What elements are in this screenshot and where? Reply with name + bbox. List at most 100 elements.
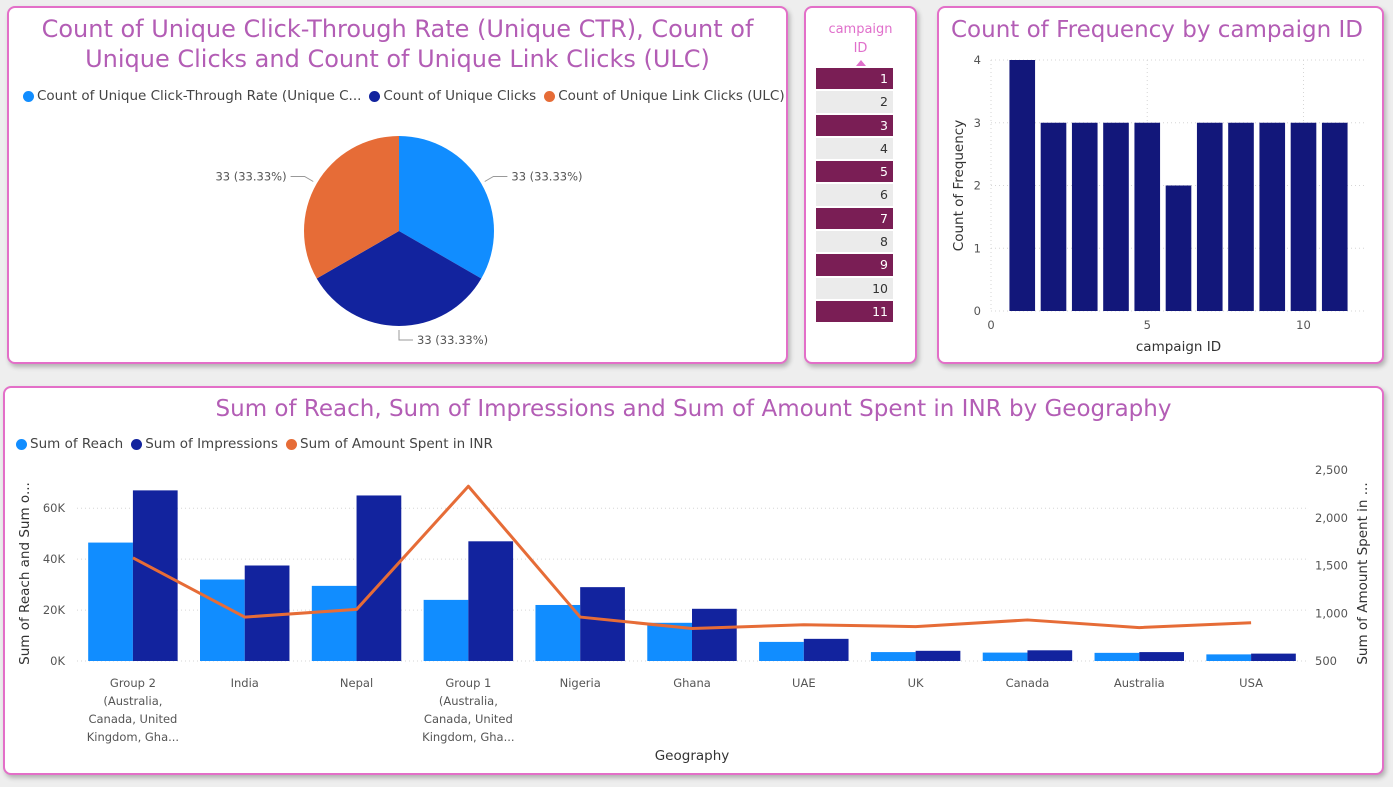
frequency-chart-card[interactable]: Count of Frequency by campaign ID 0 1 2 3 4 0… xyxy=(937,6,1384,364)
geography-chart-card[interactable]: Sum of Reach, Sum of Impressions and Sum… xyxy=(3,386,1384,775)
geography-chart-title: Sum of Reach, Sum of Impressions and Sum… xyxy=(215,396,1172,422)
frequency-bar[interactable] xyxy=(1321,122,1348,311)
y-tick-label: 3 xyxy=(974,116,981,130)
pie-data-label: 33 (33.33%) xyxy=(511,170,582,184)
legend-label: Count of Unique Clicks xyxy=(383,88,537,104)
frequency-bar[interactable] xyxy=(1165,185,1192,312)
impressions-bar[interactable] xyxy=(132,490,178,661)
y-axis-title: Sum of Reach and Sum o... xyxy=(17,482,33,665)
legend-item-sum-of-reach[interactable]: Sum of Reach xyxy=(16,436,123,452)
reach-bar[interactable] xyxy=(759,641,804,661)
pie-slice[interactable] xyxy=(399,136,494,279)
slicer-item-5[interactable]: 5 xyxy=(816,161,893,183)
impressions-bar[interactable] xyxy=(580,587,625,661)
frequency-bar[interactable] xyxy=(1071,122,1098,311)
y-tick-label: 20K xyxy=(43,603,66,617)
reach-bar[interactable] xyxy=(88,542,133,661)
y2-tick-label: 2,500 xyxy=(1315,463,1348,477)
pie-legend-item-unique-clicks[interactable]: Count of Unique Clicks xyxy=(369,88,536,104)
frequency-bar[interactable] xyxy=(1134,122,1161,311)
reach-bar[interactable] xyxy=(311,585,357,661)
legend-dot-icon xyxy=(286,438,298,450)
reach-bar[interactable] xyxy=(982,652,1028,661)
y-tick-label: 1 xyxy=(974,241,981,255)
legend-dot-icon xyxy=(544,90,556,102)
slicer-item-7[interactable]: 7 xyxy=(816,207,893,230)
slicer-item-4[interactable]: 4 xyxy=(816,137,893,160)
pie-label-leader xyxy=(484,176,508,182)
x-category-label: Kingdom, Gha... xyxy=(87,730,179,744)
x-category-label: Ghana xyxy=(673,676,711,690)
legend-label: Sum of Reach xyxy=(30,436,124,452)
slicer-item-2[interactable]: 2 xyxy=(816,91,893,113)
pie-legend-item-unique-link-clicks[interactable]: Count of Unique Link Clicks (ULC) xyxy=(544,88,785,104)
reach-bar[interactable] xyxy=(423,599,469,661)
x-category-label: Nigeria xyxy=(560,676,601,690)
impressions-bar[interactable] xyxy=(356,495,402,661)
y2-axis-title: Sum of Amount Spent in ... xyxy=(1355,482,1371,664)
pie-data-label: 33 (33.33%) xyxy=(215,170,286,184)
y2-tick-label: 500 xyxy=(1315,654,1337,668)
impressions-bar[interactable] xyxy=(803,638,849,661)
legend-label: Count of Unique Click-Through Rate (Uniq… xyxy=(37,88,362,104)
reach-bar[interactable] xyxy=(1206,654,1252,661)
frequency-bar[interactable] xyxy=(1040,122,1067,311)
amount-spent-line[interactable] xyxy=(132,484,1252,631)
slicer-item-1[interactable]: 1 xyxy=(816,68,893,90)
slicer-item-6[interactable]: 6 xyxy=(816,184,893,206)
impressions-bar[interactable] xyxy=(468,541,514,661)
x-tick-label: 10 xyxy=(1296,318,1311,332)
x-category-label: Kingdom, Gha... xyxy=(422,730,514,744)
y-tick-label: 60K xyxy=(43,501,66,515)
x-axis-title: campaign ID xyxy=(1136,339,1221,355)
y-axis-title: Count of Frequency xyxy=(951,120,967,251)
frequency-bar[interactable] xyxy=(1103,122,1129,311)
pie-data-label: 33 (33.33%) xyxy=(417,333,488,347)
legend-label: Sum of Amount Spent in INR xyxy=(300,436,493,452)
slicer-item-8[interactable]: 8 xyxy=(816,231,893,253)
legend-item-sum-of-impressions[interactable]: Sum of Impressions xyxy=(131,436,278,452)
legend-dot-icon xyxy=(131,438,143,450)
reach-bar[interactable] xyxy=(535,604,581,661)
x-category-label: Group 1 xyxy=(445,676,491,690)
slicer-title[interactable]: campaign ID xyxy=(806,20,915,58)
pie-chart-title: Count of Unique Click-Through Rate (Uniq… xyxy=(9,14,786,74)
slicer-item-11[interactable]: 11 xyxy=(816,300,893,323)
reach-bar[interactable] xyxy=(200,579,245,661)
reach-bar[interactable] xyxy=(870,652,916,661)
pie-legend-item-unique-ctr[interactable]: Count of Unique Click-Through Rate (Uniq… xyxy=(23,88,361,104)
sort-ascending-icon[interactable] xyxy=(856,60,866,66)
frequency-bar[interactable] xyxy=(1009,60,1036,311)
impressions-bar[interactable] xyxy=(1139,652,1184,661)
impressions-bar[interactable] xyxy=(915,650,961,661)
impressions-bar[interactable] xyxy=(1027,650,1073,661)
x-category-label: Canada, United xyxy=(88,712,177,726)
pie-chart-title-line1: Count of Unique Click-Through Rate (Uniq… xyxy=(41,15,754,43)
frequency-bar[interactable] xyxy=(1196,122,1223,311)
frequency-bar[interactable] xyxy=(1259,122,1286,311)
frequency-chart-title: Count of Frequency by campaign ID xyxy=(951,17,1363,43)
slicer-item-9[interactable]: 9 xyxy=(816,254,893,276)
frequency-bar[interactable] xyxy=(1290,122,1317,311)
slicer-item-3[interactable]: 3 xyxy=(816,114,893,136)
pie-chart-card[interactable]: Count of Unique Click-Through Rate (Uniq… xyxy=(7,6,788,364)
x-category-label: Australia xyxy=(1114,676,1165,690)
slicer-item-10[interactable]: 10 xyxy=(816,277,893,299)
impressions-bar[interactable] xyxy=(1251,653,1296,661)
y-tick-label: 2 xyxy=(974,179,981,193)
x-category-label: Nepal xyxy=(340,676,373,690)
legend-label: Sum of Impressions xyxy=(145,436,279,452)
y-tick-label: 40K xyxy=(43,552,66,566)
y-tick-label: 0 xyxy=(974,304,981,318)
reach-bar[interactable] xyxy=(1094,652,1140,661)
legend-item-sum-of-amount-spent[interactable]: Sum of Amount Spent in INR xyxy=(286,436,493,452)
impressions-bar[interactable] xyxy=(692,608,737,661)
legend-dot-icon xyxy=(23,90,34,102)
pie-chart-svg: 33 (33.33%) 33 (33.33%) 33 (33.33%) xyxy=(215,136,583,347)
pie-chart-title-line2: Unique Clicks and Count of Unique Link C… xyxy=(85,45,710,73)
pie-slice[interactable] xyxy=(304,136,399,279)
x-category-label: USA xyxy=(1239,676,1263,690)
x-tick-label: 0 xyxy=(987,318,994,332)
y-tick-label: 4 xyxy=(974,53,981,67)
frequency-bar[interactable] xyxy=(1228,122,1254,311)
